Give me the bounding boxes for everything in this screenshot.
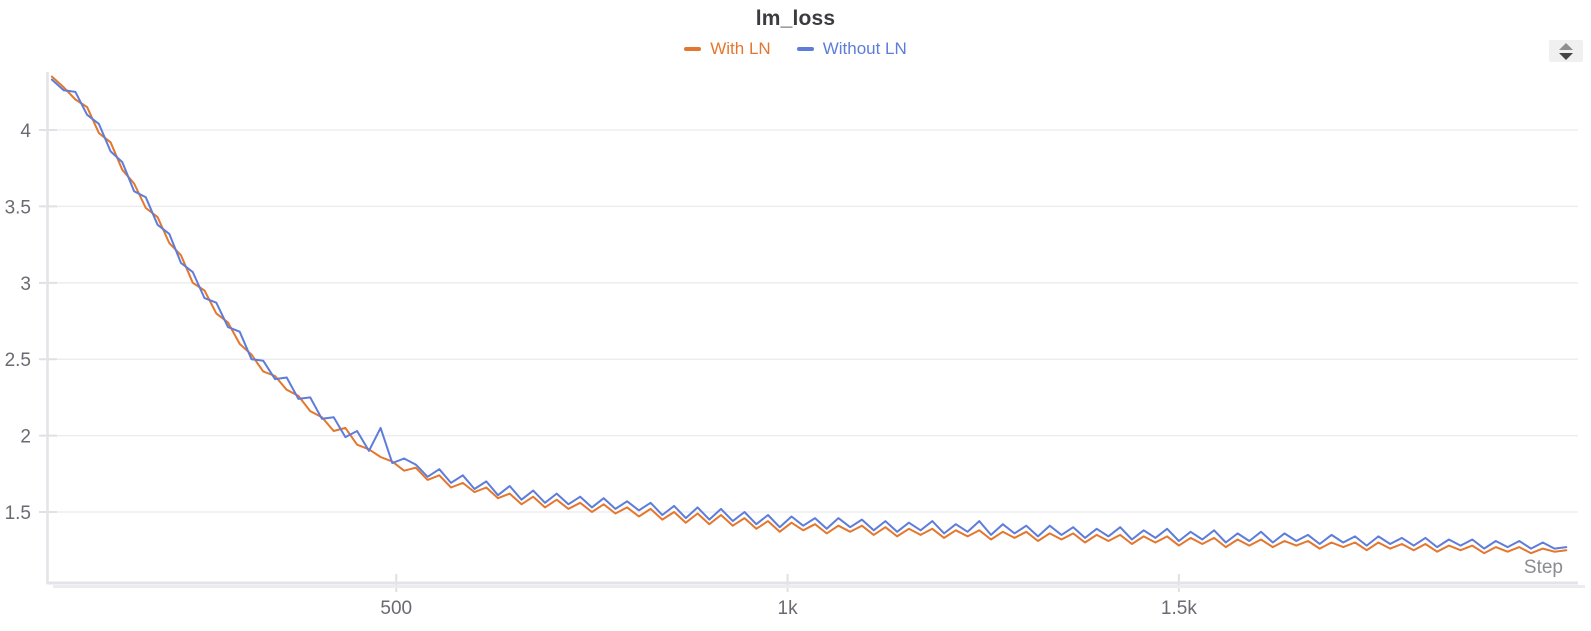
grid-layer: [48, 129, 1578, 513]
chart-legend: With LN Without LN: [0, 39, 1591, 59]
axis-layer: [39, 72, 1585, 592]
chart-title: lm_loss: [755, 7, 836, 30]
x-tick-label: 500: [380, 598, 412, 619]
y-tick-label: 2: [20, 427, 31, 448]
legend-item-label: With LN: [710, 39, 771, 58]
legend-item-with-ln: With LN: [684, 39, 771, 59]
chevron-down-icon: [1559, 52, 1573, 60]
tick-label-layer: 1.5 2 2.5 3 3.5 4 500 1k 1.5k: [5, 121, 1198, 619]
x-tick-label: 1k: [778, 598, 799, 619]
x-axis-label: Step: [1524, 557, 1563, 578]
legend-line-swatch-icon: [684, 47, 702, 51]
panel-stepper-control[interactable]: [1549, 40, 1583, 62]
series-line-without-ln: [50, 78, 1568, 550]
series-layer: [50, 75, 1568, 555]
y-tick-label: 2.5: [5, 350, 31, 371]
y-tick-label: 1.5: [5, 503, 31, 524]
series-line-with-ln: [50, 75, 1568, 555]
legend-item-without-ln: Without LN: [796, 39, 907, 59]
x-tick-label: 1.5k: [1161, 598, 1197, 619]
legend-line-swatch-icon: [796, 47, 814, 51]
legend-item-label: Without LN: [822, 39, 907, 58]
y-tick-label: 3: [20, 274, 31, 295]
y-tick-label: 3.5: [5, 197, 31, 218]
y-tick-label: 4: [20, 121, 31, 142]
plot-area[interactable]: [48, 72, 1578, 583]
chevron-up-icon: [1559, 42, 1573, 50]
